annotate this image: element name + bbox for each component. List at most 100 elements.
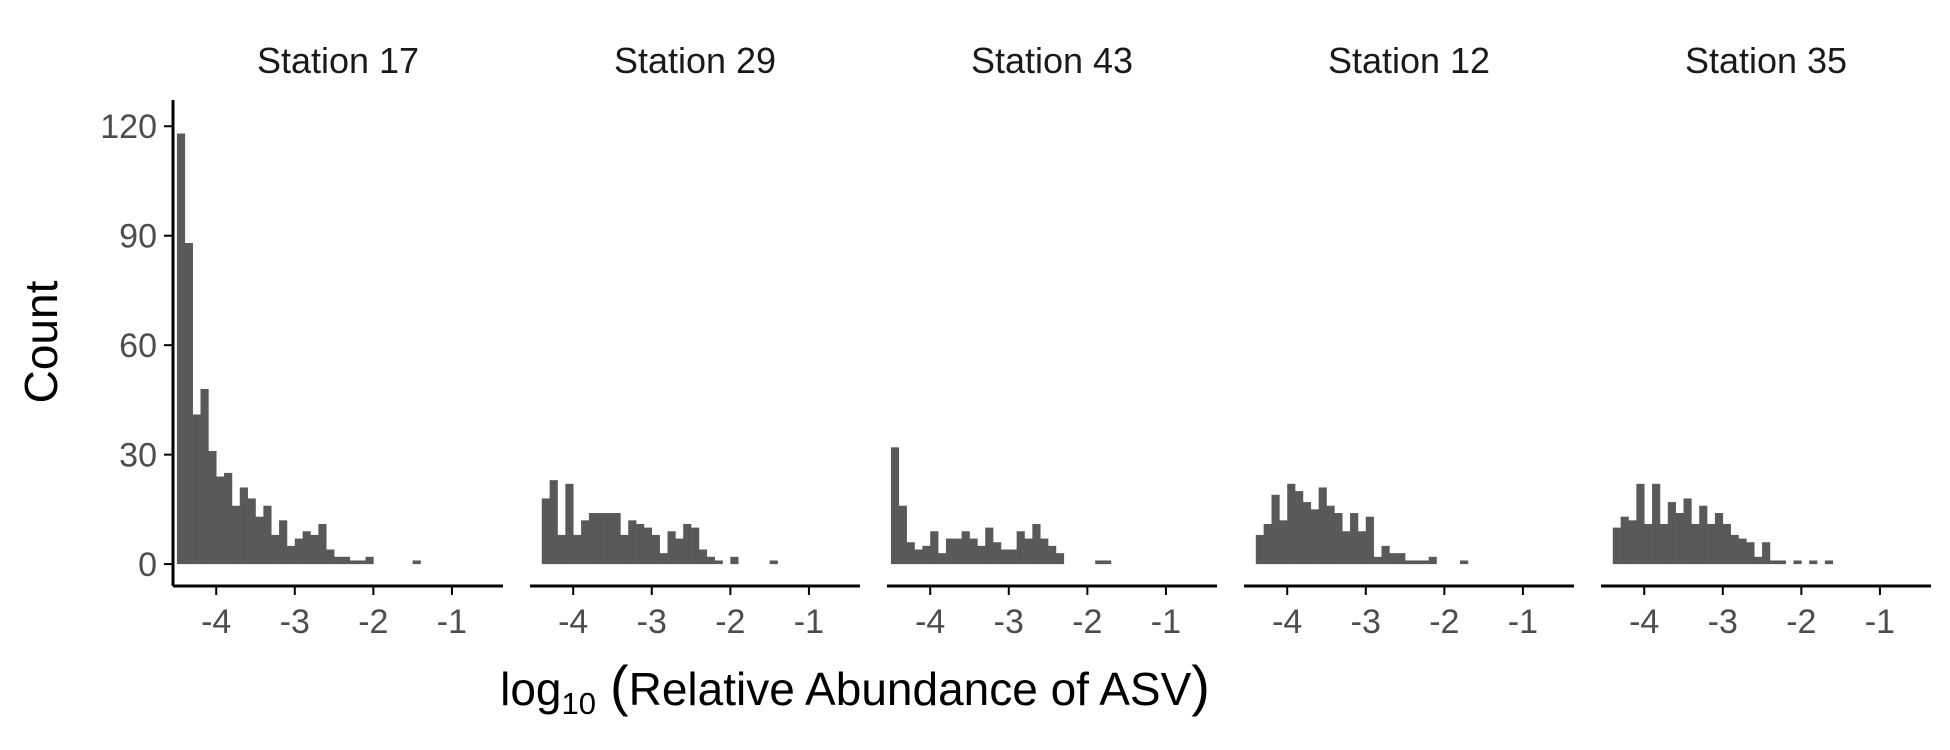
histogram-bar <box>1342 531 1351 565</box>
histogram-bar <box>659 553 668 565</box>
histogram-bar <box>1420 560 1429 565</box>
histogram-bar <box>1048 545 1057 565</box>
histogram-bar <box>1302 502 1312 565</box>
histogram-bar <box>541 498 550 565</box>
y-tick-label: 90 <box>119 218 157 256</box>
histogram-bar <box>691 527 700 565</box>
panel-title: Station 35 <box>1685 40 1847 81</box>
histogram-bar <box>612 513 621 565</box>
histogram-bar <box>636 523 645 565</box>
histogram-bar <box>200 388 209 565</box>
histogram-bar <box>318 523 327 565</box>
histogram-bar <box>1095 560 1104 565</box>
panel-title: Station 12 <box>1328 40 1490 81</box>
histogram-bar <box>993 542 1002 565</box>
y-axis-title: Count <box>15 280 67 403</box>
histogram-bar <box>588 513 598 565</box>
histogram-bar <box>581 520 590 565</box>
histogram-bar <box>1722 523 1731 565</box>
x-tick-label: -3 <box>994 603 1024 641</box>
panel-title: Station 43 <box>971 40 1133 81</box>
histogram-bar <box>953 538 962 565</box>
histogram-bar <box>208 450 217 565</box>
histogram-bar <box>1683 498 1692 565</box>
x-tick-label: -3 <box>1708 603 1738 641</box>
histogram-bar <box>651 534 660 565</box>
histogram-bar <box>1334 513 1343 565</box>
x-tick-label: -3 <box>637 603 667 641</box>
histogram-bar <box>730 556 739 565</box>
histogram-bar <box>1824 560 1834 565</box>
histogram-bar <box>1365 516 1374 565</box>
histogram-bar <box>969 538 978 565</box>
histogram-bar <box>239 487 248 565</box>
histogram-bar <box>1310 509 1319 565</box>
x-tick-label: -2 <box>1786 603 1816 641</box>
histogram-bar <box>698 549 708 565</box>
histogram-bar <box>1040 538 1049 565</box>
histogram-bar <box>985 527 994 565</box>
histogram-bar <box>1636 483 1645 565</box>
x-tick-label: -4 <box>915 603 945 641</box>
histogram-bar <box>706 556 715 565</box>
histogram-bar <box>938 553 947 565</box>
x-axis-title-body: Relative Abundance of ASV <box>629 663 1192 715</box>
histogram-bar <box>1652 483 1661 565</box>
histogram-bar <box>898 505 907 565</box>
y-axis: 0 30 60 90 120 <box>100 100 175 586</box>
histogram-bar <box>604 513 613 565</box>
histogram-bar <box>596 513 605 565</box>
x-tick-label: -3 <box>280 603 310 641</box>
histogram-bar <box>1793 560 1802 565</box>
x-tick-label: -1 <box>1865 603 1895 641</box>
histogram-bar <box>945 538 955 565</box>
histogram-bar <box>643 527 653 565</box>
x-tick-label: -2 <box>358 603 388 641</box>
histogram-bar <box>255 516 264 565</box>
histogram-bar <box>1460 560 1469 565</box>
histogram-bar <box>231 505 241 565</box>
histogram-bar <box>1357 531 1367 565</box>
histogram-bar <box>1691 523 1700 565</box>
histogram-bar <box>628 520 637 565</box>
histogram-bar <box>365 556 374 565</box>
histogram-bar <box>906 542 915 565</box>
histogram-bar <box>286 545 296 565</box>
histogram-bar <box>1279 520 1288 565</box>
histogram-bar <box>1055 553 1065 565</box>
histogram-bar <box>412 560 421 565</box>
histogram-bar <box>192 414 201 565</box>
histogram-bar <box>1769 560 1779 565</box>
histogram-bar <box>1103 560 1112 565</box>
histogram-bar <box>675 538 684 565</box>
x-axis-title-close-paren: ) <box>1191 654 1210 717</box>
histogram-bar <box>1777 560 1786 565</box>
histogram-bar <box>247 498 256 565</box>
histogram-bar <box>1024 538 1033 565</box>
histogram-bar <box>922 545 931 565</box>
y-tick-label: 0 <box>138 546 157 584</box>
panel-3: Station 43 -4 -3 -2 -1 <box>887 40 1217 641</box>
histogram-bar <box>184 243 193 565</box>
x-tick-label: -1 <box>794 603 824 641</box>
histogram-bar <box>683 523 692 565</box>
histogram-bar <box>334 556 343 565</box>
x-tick-label: -3 <box>1351 603 1381 641</box>
panel-2: Station 29 -4 -3 -2 -1 <box>530 40 860 641</box>
panel-title: Station 17 <box>257 40 419 81</box>
histogram-bar <box>1389 553 1398 565</box>
histogram-bar <box>357 560 366 565</box>
histogram-bar <box>549 480 558 565</box>
x-tick-label: -1 <box>437 603 467 641</box>
histogram-bar <box>930 531 939 565</box>
histogram-bar <box>1738 538 1747 565</box>
histogram-bar <box>341 556 351 565</box>
histogram-bar <box>310 534 319 565</box>
histogram-bar <box>1754 556 1763 565</box>
x-tick-label: -4 <box>1272 603 1302 641</box>
histogram-bar <box>1326 505 1335 565</box>
histogram-bar <box>667 531 676 565</box>
histogram-bar <box>1008 549 1017 565</box>
